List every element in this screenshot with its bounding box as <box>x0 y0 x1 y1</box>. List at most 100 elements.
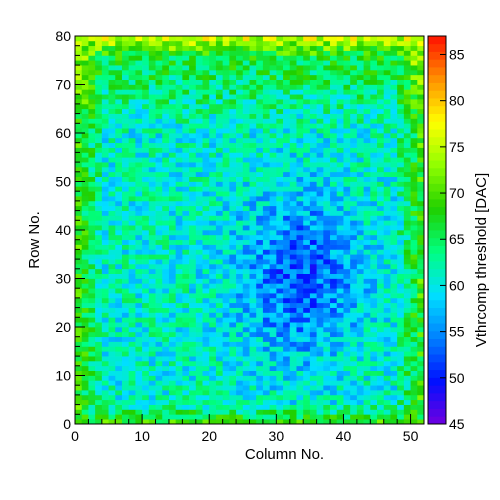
heatmap-cell <box>303 60 311 66</box>
heatmap-cell <box>397 399 405 405</box>
heatmap-cell <box>397 283 405 289</box>
heatmap-cell <box>383 186 391 192</box>
heatmap-cell <box>202 133 210 139</box>
heatmap-cell <box>410 404 418 410</box>
heatmap-cell <box>209 327 217 333</box>
heatmap-cell <box>269 118 277 124</box>
heatmap-cell <box>269 166 277 173</box>
x-tick-label: 30 <box>269 428 285 444</box>
heatmap-cell <box>330 123 338 129</box>
heatmap-cell <box>370 152 378 158</box>
heatmap-cell <box>182 50 190 56</box>
heatmap-cell <box>88 234 96 241</box>
heatmap-cell <box>222 394 230 401</box>
heatmap-cell <box>323 259 331 265</box>
heatmap-cell <box>289 394 297 401</box>
heatmap-cell <box>162 50 170 56</box>
heatmap-cell <box>162 254 170 260</box>
heatmap-cell <box>316 239 324 245</box>
heatmap-cell <box>75 74 83 80</box>
heatmap-cell <box>336 322 344 328</box>
heatmap-cell <box>168 36 177 42</box>
heatmap-cell <box>202 331 210 338</box>
heatmap-cell <box>309 273 317 279</box>
heatmap-cell <box>242 166 250 173</box>
heatmap-cell <box>377 278 385 284</box>
heatmap-cell <box>390 210 398 216</box>
heatmap-cell <box>383 331 391 338</box>
heatmap-cell <box>115 133 123 139</box>
heatmap-cell <box>142 171 150 177</box>
heatmap-cell <box>390 297 398 304</box>
heatmap-cell <box>316 196 324 202</box>
heatmap-cell <box>249 147 257 153</box>
heatmap-cell <box>75 336 83 342</box>
heatmap-cell <box>195 36 203 42</box>
heatmap-cell <box>403 210 411 216</box>
heatmap-cell <box>363 278 371 284</box>
heatmap-cell <box>108 171 116 177</box>
heatmap-cell <box>236 128 244 134</box>
heatmap-cell <box>215 79 223 85</box>
heatmap-cell <box>202 273 210 279</box>
heatmap-cell <box>410 307 418 313</box>
heatmap-cell <box>249 50 257 56</box>
heatmap-cell <box>296 322 304 328</box>
heatmap-cell <box>115 283 123 289</box>
heatmap-cell <box>168 390 177 396</box>
heatmap-cell <box>370 103 378 110</box>
heatmap-cell <box>81 69 89 76</box>
heatmap-cell <box>256 336 264 342</box>
heatmap-cell <box>108 162 116 168</box>
heatmap-cell <box>202 239 210 245</box>
heatmap-cell <box>383 74 391 80</box>
heatmap-cell <box>95 74 103 80</box>
heatmap-cell <box>162 157 170 163</box>
heatmap-cell <box>269 220 277 226</box>
heatmap-cell <box>128 123 136 129</box>
heatmap-cell <box>175 317 183 323</box>
heatmap-cell <box>75 94 83 100</box>
heatmap-cell <box>377 142 385 148</box>
heatmap-cell <box>88 331 96 338</box>
heatmap-cell <box>101 74 109 80</box>
heatmap-cell <box>209 200 217 207</box>
heatmap-cell <box>168 181 177 187</box>
heatmap-cell <box>370 215 378 221</box>
heatmap-cell <box>350 79 358 85</box>
heatmap-cell <box>383 103 391 110</box>
heatmap-cell <box>135 137 143 144</box>
heatmap-cell <box>343 394 351 401</box>
heatmap-cell <box>162 322 170 328</box>
heatmap-cell <box>397 166 405 173</box>
heatmap-cell <box>356 394 364 401</box>
heatmap-cell <box>229 181 237 187</box>
heatmap-cell <box>121 293 130 299</box>
heatmap-cell <box>209 283 217 289</box>
heatmap-cell <box>168 278 177 284</box>
heatmap-cell <box>148 278 156 284</box>
heatmap-cell <box>175 244 183 250</box>
heatmap-cell <box>88 390 96 396</box>
heatmap-cell <box>121 118 130 124</box>
heatmap-cell <box>323 375 331 381</box>
heatmap-cell <box>377 74 385 80</box>
heatmap-cell <box>229 404 237 410</box>
heatmap-cell <box>175 385 183 391</box>
heatmap-cell <box>242 196 250 202</box>
heatmap-cell <box>256 230 264 236</box>
heatmap-cell <box>128 390 136 396</box>
heatmap-cell <box>121 176 130 182</box>
heatmap-cell <box>403 230 411 236</box>
heatmap-cell <box>101 307 109 313</box>
heatmap-cell <box>390 409 398 415</box>
heatmap-cell <box>75 36 83 42</box>
heatmap-cell <box>209 336 217 342</box>
colorbar-tick-label: 65 <box>449 231 465 247</box>
heatmap-cell <box>363 40 371 47</box>
heatmap-cell <box>101 205 109 211</box>
heatmap-cell <box>403 69 411 76</box>
heatmap-cell <box>242 108 250 114</box>
heatmap-cell <box>142 230 150 236</box>
heatmap-cell <box>330 133 338 139</box>
